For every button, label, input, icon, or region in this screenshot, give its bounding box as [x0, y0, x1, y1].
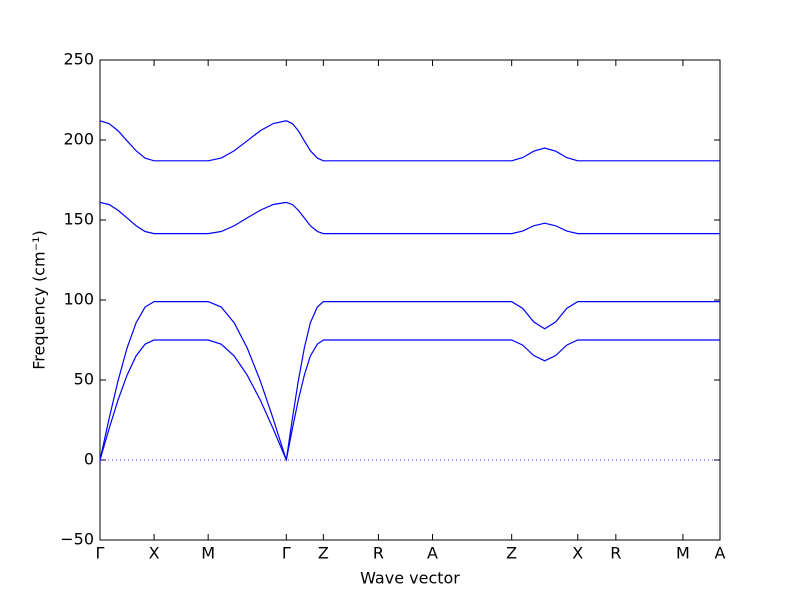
band-line: [99, 339, 720, 463]
y-tick-label: 200: [63, 130, 94, 149]
x-tick-label: M: [201, 544, 215, 563]
x-tick-label: Z: [506, 544, 517, 563]
y-tick-label: 150: [63, 210, 94, 229]
y-axis-label: Frequency (cm⁻¹): [30, 230, 49, 369]
plot-frame: [99, 59, 721, 541]
x-tick-label: X: [149, 544, 160, 563]
x-axis-label: Wave vector: [360, 569, 460, 588]
x-tick-label: Γ: [282, 544, 291, 563]
y-tick-label: 100: [63, 290, 94, 309]
x-tick-label: X: [572, 544, 583, 563]
y-tick-label: 250: [63, 50, 94, 69]
x-tick-label: R: [373, 544, 384, 563]
x-tick-label: A: [715, 544, 726, 563]
x-tick-label: M: [676, 544, 690, 563]
y-tick-label: 50: [74, 370, 94, 389]
y-tick-label: −50: [60, 530, 94, 549]
x-tick-label: R: [610, 544, 621, 563]
band-line: [99, 120, 720, 162]
x-tick-label: A: [427, 544, 438, 563]
x-tick-label: Γ: [96, 544, 105, 563]
x-tick-label: Z: [318, 544, 329, 563]
y-tick-label: 0: [84, 450, 94, 469]
band-line: [99, 301, 720, 461]
band-line: [99, 201, 720, 235]
